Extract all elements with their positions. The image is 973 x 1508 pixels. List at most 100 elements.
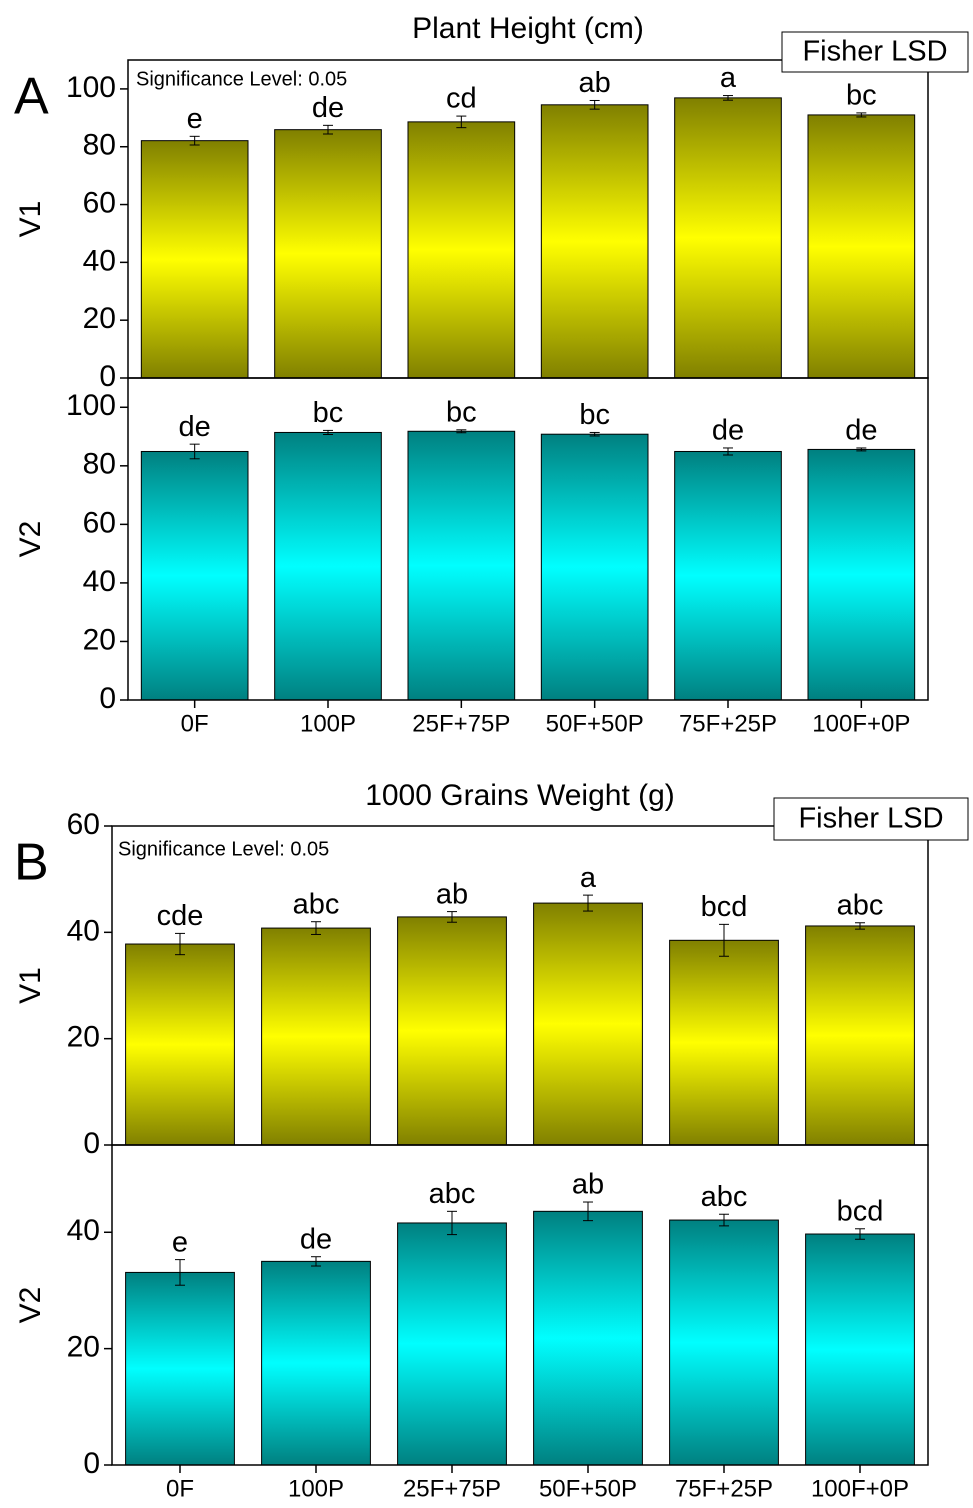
error-bar [583,1201,593,1222]
x-tick-label: 25F+75P [412,710,510,737]
bar [261,927,371,1146]
significance-note: Significance Level: 0.05 [118,838,329,860]
significance-letter: bc [846,80,877,112]
x-tick-label: 0F [166,1475,194,1502]
bar [669,939,779,1146]
error-bar [311,921,321,935]
significance-letter: de [179,411,211,443]
bar [540,433,649,701]
significance-letter: bcd [837,1195,884,1227]
error-bar [856,112,867,118]
significance-letter: a [580,862,597,894]
panel-frame [127,377,929,701]
error-bar [189,443,200,460]
x-tick-label: 0F [181,710,209,737]
significance-letter: ab [572,1169,604,1201]
error-bar [447,1210,457,1236]
x-tick-label: 75F+25P [679,710,777,737]
y-tick-label: 80 [83,129,116,162]
bar [261,1260,371,1466]
method-label: Fisher LSD [802,36,947,68]
x-tick-label: 25F+75P [403,1475,501,1502]
bar [533,1210,643,1466]
error-bar [456,429,467,434]
y-tick-label: 0 [83,1447,100,1480]
significance-letter: de [300,1223,332,1255]
significance-letter: abc [293,888,340,920]
bar [540,104,649,379]
y-tick-label: 0 [99,682,116,715]
method-box [781,31,969,73]
bar [805,925,915,1146]
error-bar [323,124,333,135]
panel-letter: A [14,68,49,126]
bar [397,916,507,1146]
error-bar [311,1256,321,1267]
y-tick-label: 40 [83,244,116,277]
error-bar [719,923,729,957]
x-tick-label: 100F+0P [812,710,910,737]
bar [674,97,782,379]
significance-letter: de [312,92,344,124]
bar [397,1222,507,1466]
x-tick-label: 100P [300,710,356,737]
error-bar [323,429,333,435]
significance-letter: ab [579,67,611,99]
significance-letter: bc [446,396,477,428]
significance-letter: a [720,62,737,94]
x-tick-label: 75F+25P [675,1475,773,1502]
bar [807,448,916,701]
significance-letter: ab [436,878,468,910]
error-bar [447,911,457,923]
panel-frame [111,1144,929,1466]
x-tick-label: 50F+50P [539,1475,637,1502]
bar [274,431,382,701]
bar [140,140,249,379]
error-bar [175,932,185,956]
y-tick-label: 60 [67,808,100,841]
y-axis-label: V1 [14,201,47,238]
y-tick-label: 40 [67,914,100,947]
significance-letter: bcd [701,891,748,923]
error-bar [856,447,867,452]
error-bar [175,1259,185,1286]
bar [125,943,235,1146]
error-bar [589,99,600,110]
y-tick-label: 80 [83,448,116,481]
error-bar [189,135,200,146]
x-tick-label: 50F+50P [546,710,644,737]
error-bar [723,95,733,101]
chart-title: 1000 Grains Weight (g) [365,779,675,812]
error-bar [456,115,467,129]
y-tick-label: 60 [83,186,116,219]
error-bar [583,894,593,912]
method-label: Fisher LSD [798,803,943,835]
y-axis-label: V2 [14,521,47,558]
y-tick-label: 0 [99,360,116,393]
bar [674,450,782,701]
y-tick-label: 20 [83,302,116,335]
bar [807,114,916,379]
x-tick-label: 100P [288,1475,344,1502]
bar [274,129,382,379]
y-tick-label: 20 [67,1021,100,1054]
y-tick-label: 100 [66,389,116,422]
significance-letter: abc [701,1181,748,1213]
y-tick-label: 0 [83,1127,100,1160]
significance-letter: cd [446,83,477,115]
error-bar [719,1213,729,1227]
bar [533,902,643,1146]
error-bar [855,1228,865,1240]
chart-title: Plant Height (cm) [412,12,644,45]
y-tick-label: 40 [67,1214,100,1247]
significance-letter: de [712,415,744,447]
x-tick-label: 100F+0P [811,1475,909,1502]
panel-letter: B [14,834,49,892]
significance-letter: de [845,415,877,447]
error-bar [589,431,600,437]
y-tick-label: 60 [83,506,116,539]
y-tick-label: 40 [83,565,116,598]
significance-letter: cde [157,900,204,932]
significance-letter: e [187,103,203,135]
